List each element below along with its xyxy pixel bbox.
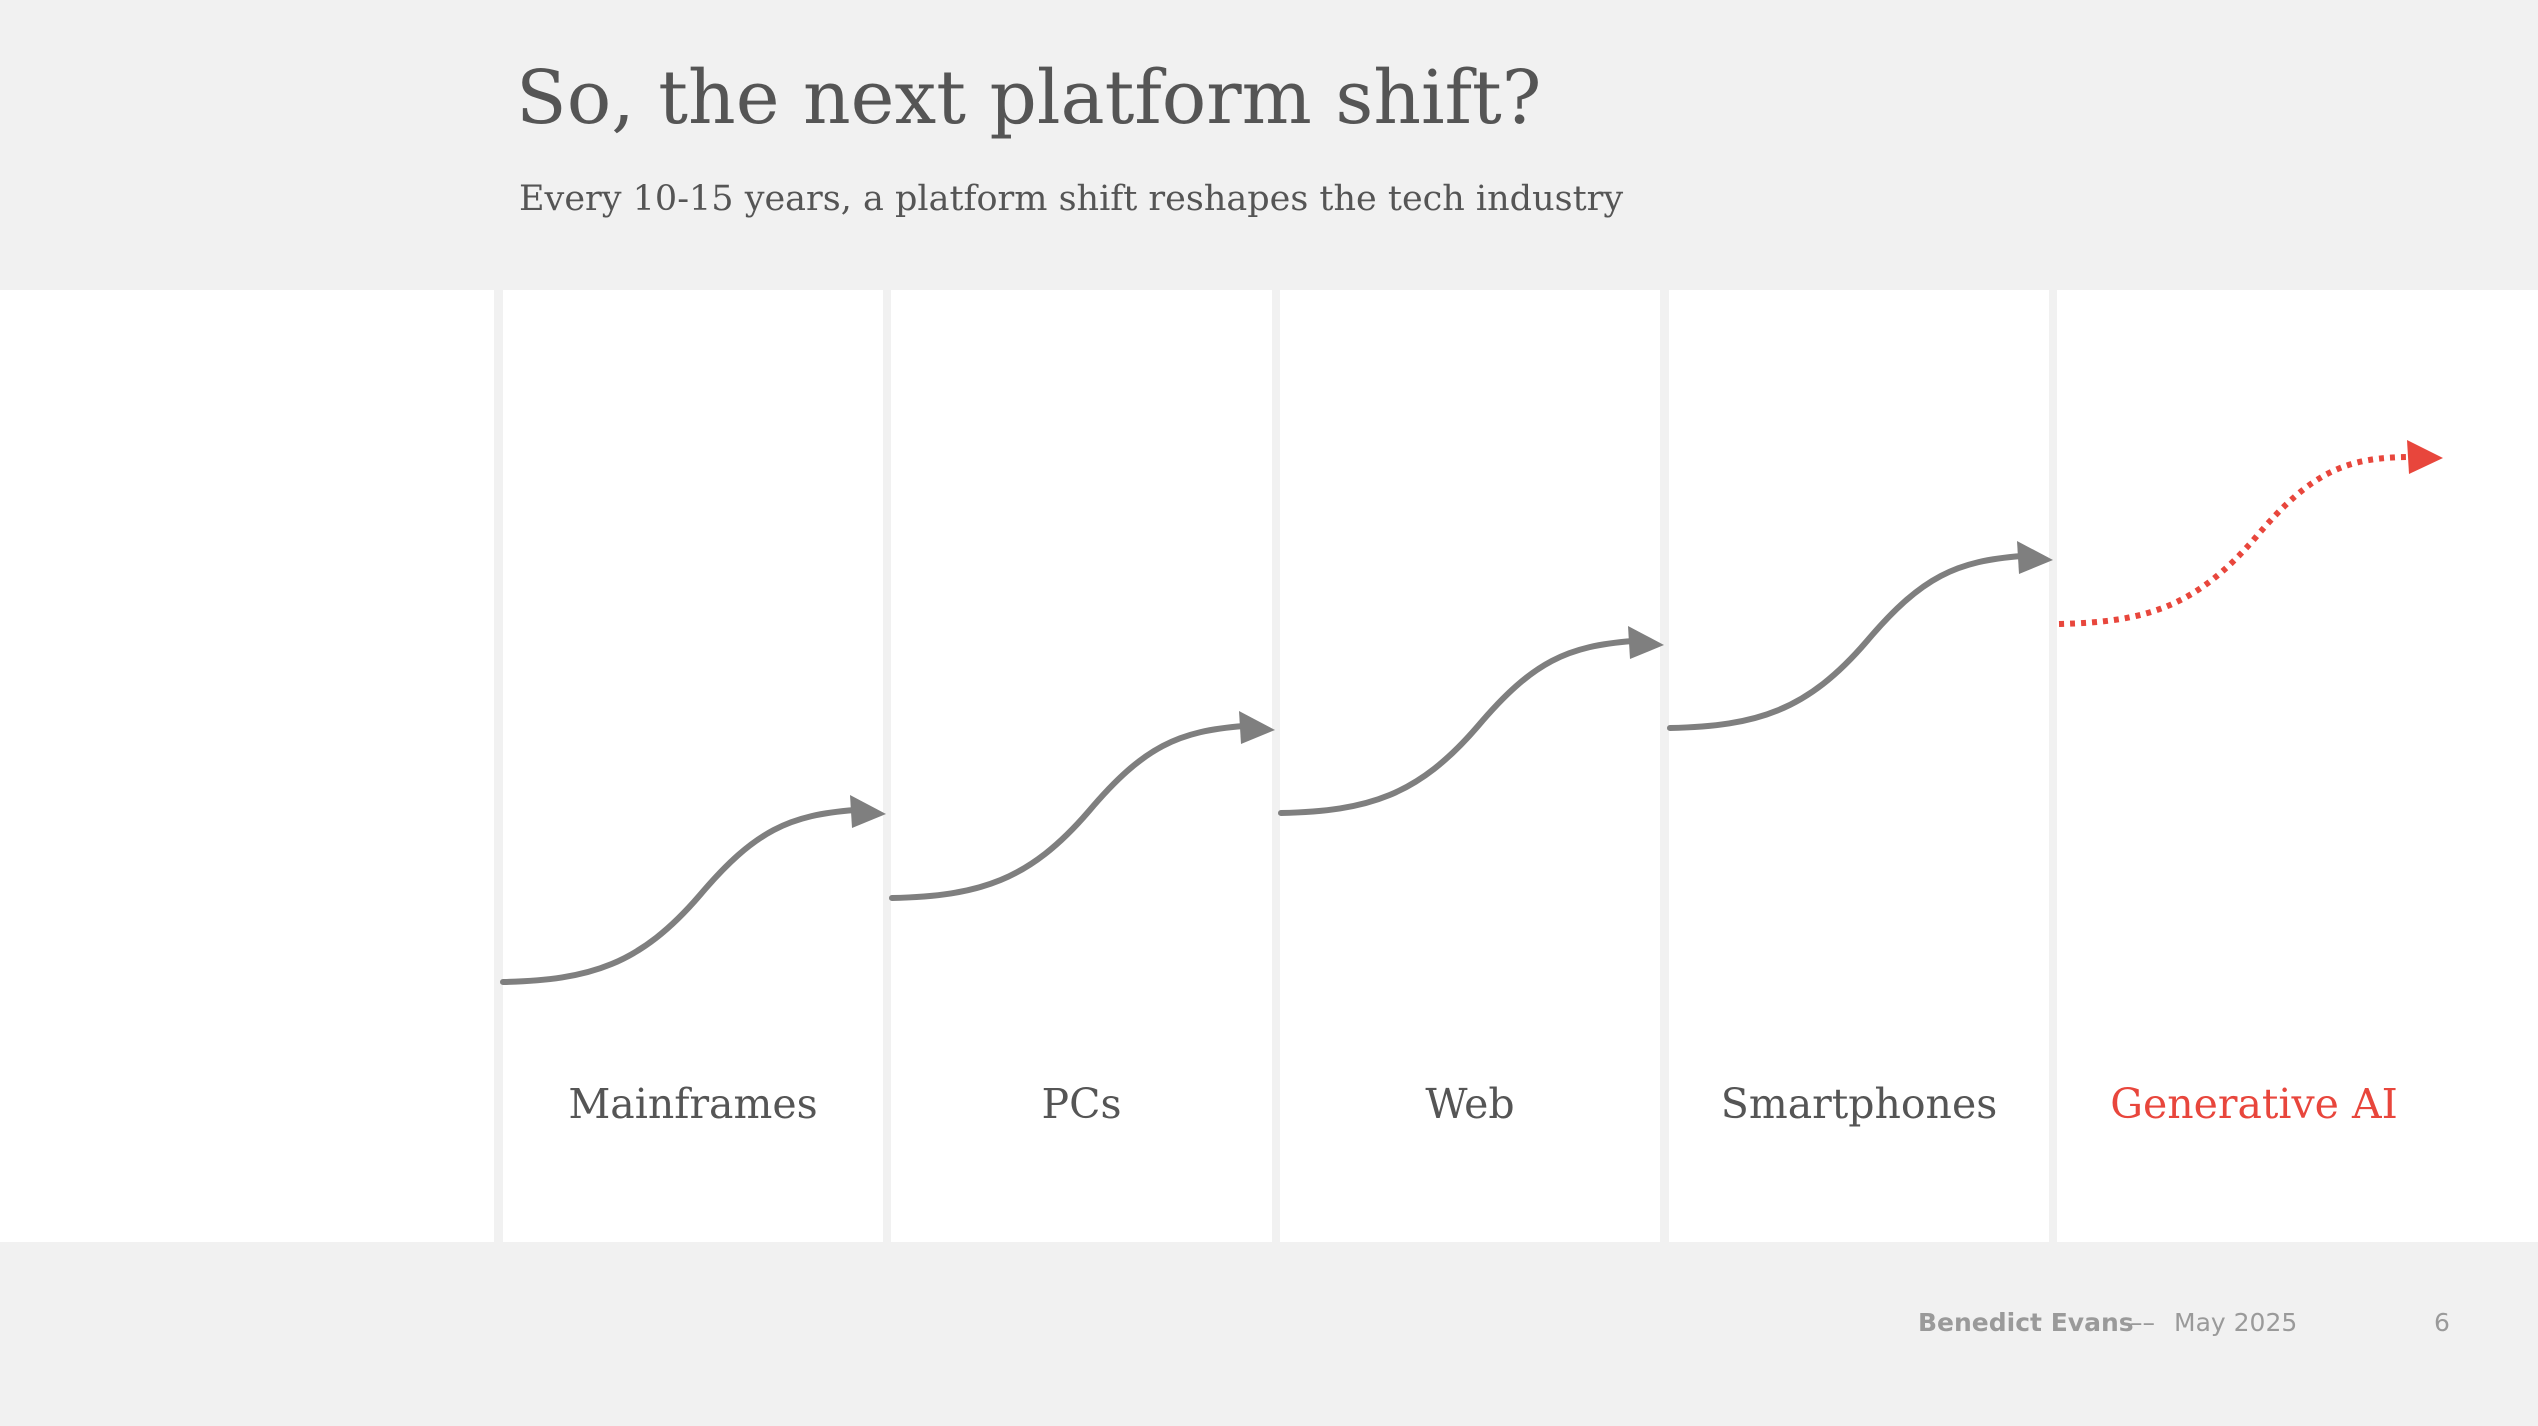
s-curve-smartphones [1667, 541, 2053, 731]
arrowhead-web-icon [1628, 626, 1664, 659]
label-smartphones: Smartphones [1720, 1080, 1998, 1128]
column-generative-ai: Generative AI [2057, 290, 2538, 1242]
footer-author: Benedict Evans [1918, 1308, 2134, 1337]
label-generative-ai: Generative AI [2110, 1080, 2398, 1128]
footer-date: May 2025 [2174, 1308, 2298, 1337]
slide-subtitle: Every 10-15 years, a platform shift resh… [519, 179, 1624, 219]
label-pcs: PCs [1041, 1080, 1122, 1128]
s-curve-pcs [889, 711, 1275, 901]
footer-separator: –– [2130, 1308, 2155, 1337]
column-web: Web [1280, 290, 1660, 1242]
page-number: 6 [2434, 1308, 2450, 1337]
s-curve-generative-ai [2058, 440, 2443, 627]
column-spacer [0, 290, 494, 1242]
column-mainframes: Mainframes [503, 290, 883, 1242]
arrowhead-mainframes-icon [850, 795, 886, 828]
column-pcs: PCs [891, 290, 1272, 1242]
arrowhead-generative-ai-icon [2407, 440, 2443, 474]
column-smartphones: Smartphones [1669, 290, 2049, 1242]
s-curve-web [1278, 626, 1664, 816]
arrowhead-smartphones-icon [2017, 541, 2053, 574]
label-web: Web [1425, 1080, 1515, 1128]
s-curve-mainframes [500, 795, 886, 985]
platform-shift-diagram: Mainframes PCs Web Smartphones Generativ… [0, 290, 2538, 1242]
arrowhead-pcs-icon [1239, 711, 1275, 744]
slide-title: So, the next platform shift? [516, 55, 1542, 141]
label-mainframes: Mainframes [568, 1080, 818, 1128]
s-curves [500, 440, 2443, 985]
